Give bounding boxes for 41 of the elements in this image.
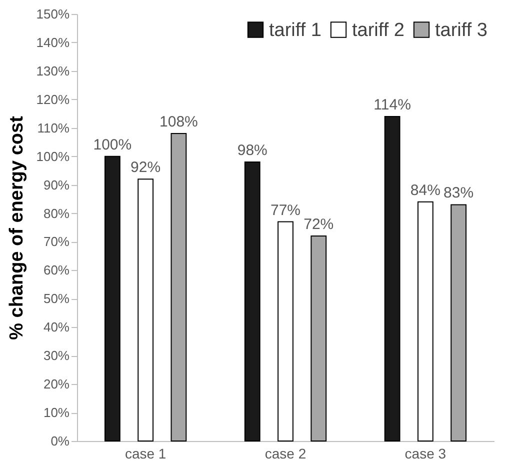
y-tick-label: 130% [36,63,70,78]
bar [244,162,260,442]
data-label: 100% [93,136,132,154]
data-label: 77% [270,202,301,219]
y-tick-label: 80% [43,206,70,221]
y-tick-label: 110% [37,120,70,136]
data-label: 114% [374,96,411,114]
x-tick-label: case 1 [124,446,166,462]
y-tick-label: 70% [43,234,70,250]
legend-label: tariff 2 [352,20,404,41]
y-tick-label: 0% [50,434,70,448]
bar [138,178,154,442]
y-tick-label: 20% [43,376,70,392]
y-tick-label: 100% [36,148,70,164]
bar [384,116,400,442]
y-tick-label: 50% [43,291,70,306]
data-label: 83% [444,184,474,202]
bar [417,201,434,442]
bar [278,221,294,442]
y-tick-label: 10% [43,405,70,420]
data-label: 72% [304,216,334,234]
data-label: 98% [237,142,268,160]
x-tick-label: case 3 [404,446,446,462]
bar [310,236,327,442]
y-tick-label: 90% [43,177,70,192]
data-label: 108% [160,114,198,131]
y-tick-label: 40% [43,320,70,335]
data-label: 92% [130,159,161,176]
y-tick-label: 60% [43,262,70,278]
bar [104,156,120,442]
y-tick-label: 140% [36,34,70,50]
y-tick-label: 150% [36,6,70,22]
y-tick-label: 30% [43,348,70,364]
bar [170,133,187,442]
data-label: 84% [410,182,440,199]
x-tick-label: case 2 [264,446,306,462]
legend-label: tariff 3 [435,20,488,41]
y-tick-label: 120% [36,92,70,107]
y-axis-title: % change of energy cost [6,115,28,340]
bar [450,204,467,442]
legend-label: tariff 1 [269,20,322,41]
